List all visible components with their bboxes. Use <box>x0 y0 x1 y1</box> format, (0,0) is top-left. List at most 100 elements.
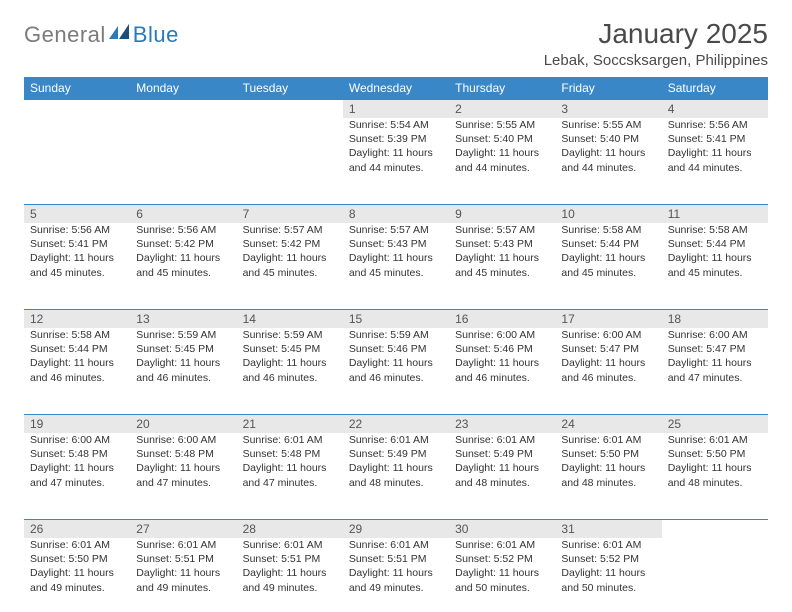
sunset-label: Sunset: <box>243 343 282 355</box>
sunset-label: Sunset: <box>455 448 494 460</box>
daylight-line-2: and 45 minutes. <box>243 266 337 280</box>
sunset-line: Sunset: 5:51 PM <box>136 552 230 566</box>
sunset-label: Sunset: <box>561 133 600 145</box>
sunrise-value: 6:00 AM <box>709 329 748 341</box>
daylight-line-2: and 46 minutes. <box>30 371 124 385</box>
sunset-label: Sunset: <box>30 553 69 565</box>
daylight-line-1: Daylight: 11 hours <box>561 566 655 580</box>
day-number <box>662 520 768 538</box>
logo-text-blue: Blue <box>133 22 179 48</box>
day-number: 14 <box>237 310 343 328</box>
calendar-page: General Blue January 2025 Lebak, Soccsks… <box>0 0 792 612</box>
day-number: 1 <box>343 100 449 118</box>
sunrise-label: Sunrise: <box>136 434 177 446</box>
sunset-line: Sunset: 5:51 PM <box>349 552 443 566</box>
sunset-label: Sunset: <box>243 448 282 460</box>
day-number <box>24 100 130 118</box>
daylight-line-1: Daylight: 11 hours <box>455 566 549 580</box>
day-cell <box>237 118 343 204</box>
day-number: 26 <box>24 520 130 538</box>
daylight-line-2: and 49 minutes. <box>136 581 230 595</box>
sunrise-label: Sunrise: <box>561 119 602 131</box>
sunset-line: Sunset: 5:51 PM <box>243 552 337 566</box>
daylight-line-2: and 45 minutes. <box>455 266 549 280</box>
sunrise-label: Sunrise: <box>243 539 284 551</box>
day-number: 16 <box>449 310 555 328</box>
day-number: 21 <box>237 415 343 433</box>
sunrise-value: 5:58 AM <box>709 224 748 236</box>
sunset-line: Sunset: 5:40 PM <box>455 132 549 146</box>
sunrise-value: 6:01 AM <box>284 434 323 446</box>
sunset-label: Sunset: <box>455 133 494 145</box>
day-cell: Sunrise: 5:54 AMSunset: 5:39 PMDaylight:… <box>343 118 449 204</box>
day-cell: Sunrise: 6:01 AMSunset: 5:52 PMDaylight:… <box>555 538 661 612</box>
sunrise-line: Sunrise: 5:55 AM <box>455 118 549 132</box>
sunset-value: 5:51 PM <box>387 553 426 565</box>
sunrise-label: Sunrise: <box>668 434 709 446</box>
sunset-value: 5:51 PM <box>175 553 214 565</box>
day-cell: Sunrise: 5:59 AMSunset: 5:45 PMDaylight:… <box>237 328 343 414</box>
sunrise-label: Sunrise: <box>455 224 496 236</box>
sunset-value: 5:41 PM <box>69 238 108 250</box>
day-number: 2 <box>449 100 555 118</box>
day-cell: Sunrise: 5:57 AMSunset: 5:43 PMDaylight:… <box>449 223 555 309</box>
sunset-value: 5:44 PM <box>69 343 108 355</box>
sunset-label: Sunset: <box>561 343 600 355</box>
day-cell: Sunrise: 6:00 AMSunset: 5:47 PMDaylight:… <box>555 328 661 414</box>
sunrise-line: Sunrise: 5:54 AM <box>349 118 443 132</box>
sunset-label: Sunset: <box>668 238 707 250</box>
day-cell: Sunrise: 5:56 AMSunset: 5:41 PMDaylight:… <box>24 223 130 309</box>
sunset-line: Sunset: 5:40 PM <box>561 132 655 146</box>
day-number: 8 <box>343 205 449 223</box>
sunset-line: Sunset: 5:47 PM <box>561 342 655 356</box>
sunset-value: 5:47 PM <box>600 343 639 355</box>
sunrise-label: Sunrise: <box>455 434 496 446</box>
sunrise-value: 6:01 AM <box>71 539 110 551</box>
sunset-line: Sunset: 5:46 PM <box>349 342 443 356</box>
week-row: Sunrise: 6:01 AMSunset: 5:50 PMDaylight:… <box>24 538 768 612</box>
sunset-line: Sunset: 5:52 PM <box>455 552 549 566</box>
sunrise-line: Sunrise: 5:57 AM <box>349 223 443 237</box>
sunset-line: Sunset: 5:41 PM <box>30 237 124 251</box>
sunrise-label: Sunrise: <box>561 539 602 551</box>
daylight-line-1: Daylight: 11 hours <box>30 356 124 370</box>
sunrise-label: Sunrise: <box>668 224 709 236</box>
daylight-line-2: and 45 minutes. <box>349 266 443 280</box>
sunrise-label: Sunrise: <box>136 329 177 341</box>
day-cell: Sunrise: 6:00 AMSunset: 5:48 PMDaylight:… <box>130 433 236 519</box>
sunset-value: 5:45 PM <box>281 343 320 355</box>
logo-text-general: General <box>24 22 106 48</box>
daylight-line-2: and 46 minutes. <box>349 371 443 385</box>
week-row: Sunrise: 5:56 AMSunset: 5:41 PMDaylight:… <box>24 223 768 309</box>
daylight-line-2: and 47 minutes. <box>668 371 762 385</box>
sunset-line: Sunset: 5:52 PM <box>561 552 655 566</box>
sunrise-label: Sunrise: <box>30 329 71 341</box>
sunset-label: Sunset: <box>136 448 175 460</box>
sunrise-value: 5:56 AM <box>71 224 110 236</box>
sunrise-line: Sunrise: 6:01 AM <box>136 538 230 552</box>
calendar-grid: Sunday Monday Tuesday Wednesday Thursday… <box>24 77 768 612</box>
title-block: January 2025 Lebak, Soccsksargen, Philip… <box>544 18 768 69</box>
sunset-line: Sunset: 5:48 PM <box>243 447 337 461</box>
sunset-label: Sunset: <box>243 553 282 565</box>
sunrise-value: 5:54 AM <box>390 119 429 131</box>
sunset-label: Sunset: <box>349 448 388 460</box>
sunset-line: Sunset: 5:43 PM <box>455 237 549 251</box>
sunrise-label: Sunrise: <box>349 329 390 341</box>
day-number: 17 <box>555 310 661 328</box>
daylight-line-2: and 47 minutes. <box>243 476 337 490</box>
sunrise-value: 6:01 AM <box>603 434 642 446</box>
daylight-line-1: Daylight: 11 hours <box>668 356 762 370</box>
day-number-row: 12131415161718 <box>24 309 768 328</box>
sunrise-line: Sunrise: 5:56 AM <box>30 223 124 237</box>
sunset-line: Sunset: 5:50 PM <box>30 552 124 566</box>
sunrise-label: Sunrise: <box>30 434 71 446</box>
sunrise-value: 5:55 AM <box>603 119 642 131</box>
daylight-line-2: and 48 minutes. <box>561 476 655 490</box>
daylight-line-2: and 49 minutes. <box>243 581 337 595</box>
sunrise-label: Sunrise: <box>30 539 71 551</box>
daylight-line-2: and 49 minutes. <box>30 581 124 595</box>
sunset-value: 5:48 PM <box>175 448 214 460</box>
daylight-line-1: Daylight: 11 hours <box>349 356 443 370</box>
day-cell: Sunrise: 6:01 AMSunset: 5:50 PMDaylight:… <box>662 433 768 519</box>
